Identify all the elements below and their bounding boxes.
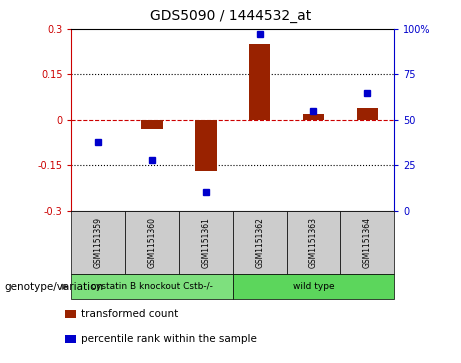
Text: genotype/variation: genotype/variation (5, 282, 104, 292)
Text: GDS5090 / 1444532_at: GDS5090 / 1444532_at (150, 9, 311, 23)
Bar (195, 120, 217, 171)
Text: GSM1151364: GSM1151364 (363, 217, 372, 268)
Text: wild type: wild type (293, 282, 334, 291)
Text: GSM1151359: GSM1151359 (94, 217, 103, 268)
Text: cystatin B knockout Cstb-/-: cystatin B knockout Cstb-/- (91, 282, 213, 291)
Bar (303, 114, 324, 120)
Text: percentile rank within the sample: percentile rank within the sample (81, 334, 257, 344)
Bar (356, 108, 378, 120)
Bar (142, 120, 163, 129)
Text: GSM1151361: GSM1151361 (201, 217, 210, 268)
Text: GSM1151360: GSM1151360 (148, 217, 157, 268)
Bar (249, 44, 271, 120)
Text: GSM1151363: GSM1151363 (309, 217, 318, 268)
Text: transformed count: transformed count (81, 309, 178, 319)
Text: GSM1151362: GSM1151362 (255, 217, 264, 268)
